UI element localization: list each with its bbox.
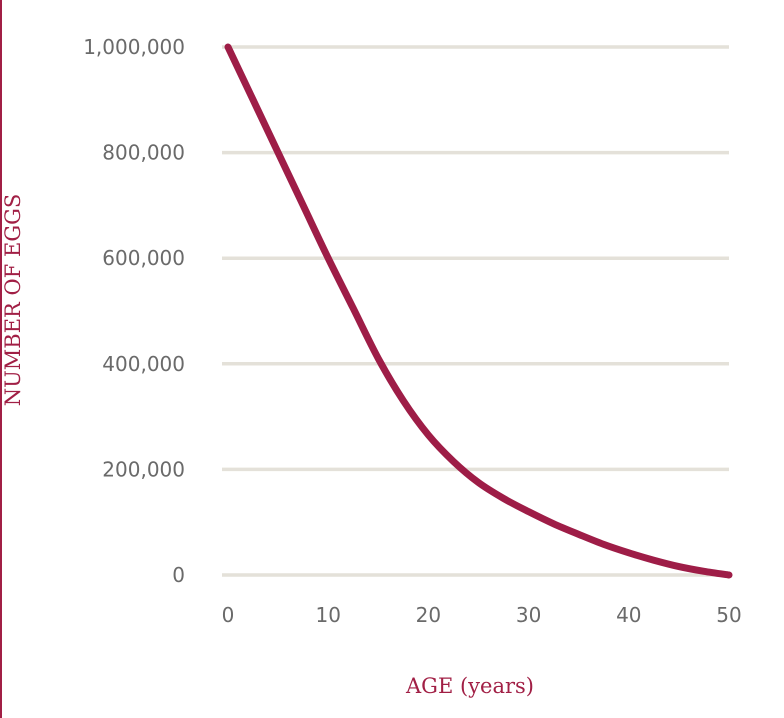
y-tick-label-5: 1,000,000 [83, 35, 185, 59]
x-tick-label-0: 0 [222, 603, 235, 627]
x-tick-label-2: 20 [416, 603, 441, 627]
x-axis-title: AGE (years) [405, 674, 534, 698]
y-tick-label-4: 800,000 [102, 141, 185, 165]
y-tick-labels: 0 200,000 400,000 600,000 800,000 1,000,000 [83, 35, 185, 587]
grid-layer [222, 45, 729, 577]
y-tick-label-3: 600,000 [102, 246, 185, 270]
x-tick-label-3: 30 [516, 603, 541, 627]
series-layer [224, 43, 733, 579]
y-axis-title: NUMBER OF EGGS [1, 194, 25, 407]
x-tick-labels: 0 10 20 30 40 50 [222, 603, 742, 627]
x-tick-label-1: 10 [315, 603, 340, 627]
x-tick-label-5: 50 [716, 603, 741, 627]
left-edge-rule [0, 0, 2, 718]
y-tick-label-2: 400,000 [102, 352, 185, 376]
x-tick-label-4: 40 [616, 603, 641, 627]
series-line-0 [224, 43, 733, 579]
y-tick-label-0: 0 [172, 563, 185, 587]
y-tick-label-1: 200,000 [102, 457, 185, 481]
